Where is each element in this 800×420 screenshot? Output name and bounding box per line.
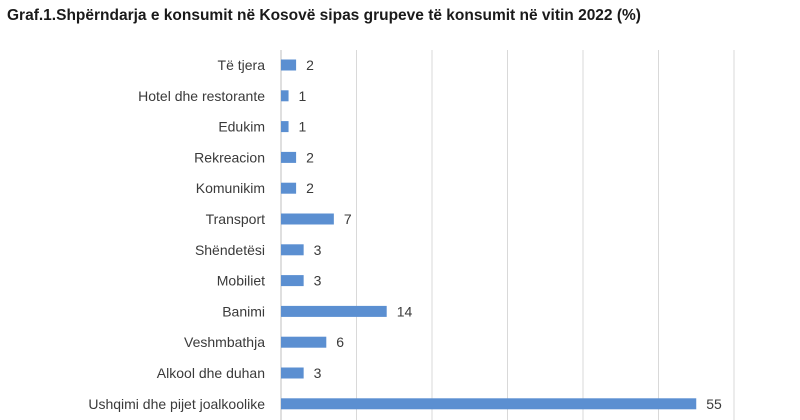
bar: [281, 244, 304, 256]
value-label: 3: [314, 242, 322, 258]
bar: [281, 151, 297, 163]
bar: [281, 275, 304, 287]
category-label: Komunikim: [196, 180, 265, 196]
bar: [281, 90, 289, 102]
value-label: 55: [706, 396, 722, 412]
bar: [281, 367, 304, 379]
category-label: Banimi: [222, 303, 265, 319]
bar: [281, 182, 297, 194]
category-label: Të tjera: [218, 57, 266, 73]
value-label: 1: [299, 119, 307, 135]
gridlines: [356, 50, 735, 420]
category-label: Edukim: [218, 119, 265, 135]
value-label: 1: [299, 88, 307, 104]
value-label: 7: [344, 211, 352, 227]
category-label: Ushqimi dhe pijet joalkoolike: [88, 396, 265, 412]
chart-title: Graf.1.Shpërndarja e konsumit në Kosovë …: [7, 7, 641, 24]
category-label: Shëndetësi: [195, 242, 265, 258]
category-labels: Të tjera Hotel dhe restorante Edukim Rekrea…: [88, 57, 265, 412]
value-label: 3: [314, 365, 322, 381]
category-label: Veshmbathja: [184, 334, 265, 350]
value-label: 2: [306, 57, 314, 73]
category-label: Hotel dhe restorante: [138, 88, 265, 104]
bars: [281, 59, 697, 410]
bar: [281, 59, 297, 71]
bar: [281, 305, 387, 317]
value-label: 14: [397, 303, 413, 319]
category-label: Transport: [206, 211, 266, 227]
bar: [281, 121, 289, 133]
bar: [281, 213, 334, 225]
bar: [281, 398, 697, 410]
category-label: Mobiliet: [217, 273, 265, 289]
bar: [281, 336, 327, 348]
value-label: 6: [336, 334, 344, 350]
category-label: Rekreacion: [194, 149, 265, 165]
value-label: 3: [314, 273, 322, 289]
value-label: 2: [306, 149, 314, 165]
category-label: Alkool dhe duhan: [157, 365, 265, 381]
value-label: 2: [306, 180, 314, 196]
